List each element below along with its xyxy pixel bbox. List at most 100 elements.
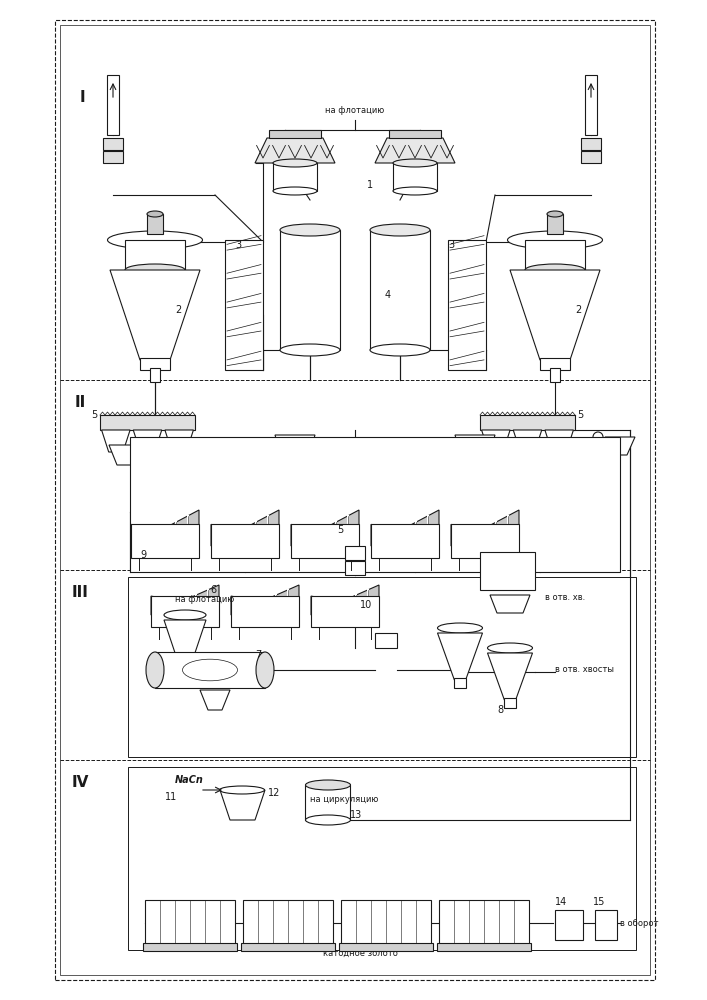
FancyBboxPatch shape xyxy=(128,767,636,950)
Polygon shape xyxy=(375,138,455,163)
Ellipse shape xyxy=(280,224,340,236)
Text: 5: 5 xyxy=(337,525,343,535)
Bar xyxy=(439,900,529,945)
Polygon shape xyxy=(371,510,439,546)
Polygon shape xyxy=(133,430,162,452)
Polygon shape xyxy=(220,790,265,820)
Ellipse shape xyxy=(393,187,437,195)
Text: в отв. хв.: в отв. хв. xyxy=(545,593,585,602)
Bar xyxy=(125,240,185,270)
Text: 5: 5 xyxy=(577,410,583,420)
Bar xyxy=(269,130,321,138)
Bar xyxy=(581,151,601,163)
Text: 7: 7 xyxy=(255,650,262,660)
Bar xyxy=(480,415,575,430)
Text: 3: 3 xyxy=(448,240,454,250)
Text: 8: 8 xyxy=(497,705,503,715)
Text: 4: 4 xyxy=(385,290,391,300)
Text: 2: 2 xyxy=(575,305,581,315)
Ellipse shape xyxy=(107,231,202,249)
Text: 12: 12 xyxy=(268,788,281,798)
Bar xyxy=(504,698,515,708)
Bar xyxy=(147,214,163,234)
Polygon shape xyxy=(109,445,141,465)
Ellipse shape xyxy=(256,652,274,688)
Text: на циркуляцию: на циркуляцию xyxy=(310,796,378,804)
Ellipse shape xyxy=(508,231,602,249)
Polygon shape xyxy=(379,515,411,540)
Text: на флотацию: на флотацию xyxy=(325,106,385,115)
Polygon shape xyxy=(545,430,573,452)
FancyBboxPatch shape xyxy=(55,20,655,980)
Ellipse shape xyxy=(488,643,532,653)
Ellipse shape xyxy=(280,344,340,356)
Bar xyxy=(231,596,299,627)
Ellipse shape xyxy=(164,610,206,620)
Polygon shape xyxy=(131,510,199,546)
Bar xyxy=(225,240,263,370)
Text: в отв. хвосты: в отв. хвосты xyxy=(555,666,614,674)
Bar xyxy=(195,485,295,500)
Bar xyxy=(305,785,350,820)
Text: II: II xyxy=(75,395,86,410)
Polygon shape xyxy=(489,445,521,465)
Polygon shape xyxy=(263,500,293,522)
Text: 11: 11 xyxy=(165,792,177,802)
Bar xyxy=(581,138,601,150)
Polygon shape xyxy=(455,435,495,455)
Polygon shape xyxy=(605,437,635,455)
Polygon shape xyxy=(275,435,315,455)
Bar xyxy=(311,596,379,627)
Polygon shape xyxy=(147,445,179,465)
Bar xyxy=(273,163,317,191)
Bar xyxy=(451,524,519,558)
Bar xyxy=(241,943,335,951)
Ellipse shape xyxy=(370,224,430,236)
Bar xyxy=(375,633,397,648)
Bar xyxy=(345,561,365,575)
Bar xyxy=(107,75,119,135)
Bar xyxy=(540,358,570,370)
Bar xyxy=(100,415,195,430)
Text: 1: 1 xyxy=(367,180,373,190)
Bar xyxy=(150,368,160,382)
Bar xyxy=(230,465,252,480)
Polygon shape xyxy=(110,270,200,360)
Text: 13: 13 xyxy=(350,810,362,820)
Polygon shape xyxy=(490,595,530,613)
Ellipse shape xyxy=(182,659,238,681)
Bar xyxy=(243,900,333,945)
Bar xyxy=(130,437,620,572)
Text: 15: 15 xyxy=(593,897,605,907)
Ellipse shape xyxy=(525,264,585,276)
Text: NaCn: NaCn xyxy=(175,775,204,785)
Bar xyxy=(291,524,359,558)
Ellipse shape xyxy=(547,211,563,217)
Text: I: I xyxy=(80,90,86,105)
Ellipse shape xyxy=(305,780,351,790)
Ellipse shape xyxy=(273,187,317,195)
Polygon shape xyxy=(400,500,430,522)
Polygon shape xyxy=(164,620,206,667)
Circle shape xyxy=(257,442,273,458)
Bar xyxy=(103,151,123,163)
Bar xyxy=(155,652,265,688)
Polygon shape xyxy=(513,430,542,452)
Polygon shape xyxy=(211,510,279,546)
Bar xyxy=(448,240,486,370)
Polygon shape xyxy=(433,500,463,522)
Text: 3: 3 xyxy=(235,240,241,250)
Bar xyxy=(345,546,365,560)
Bar xyxy=(140,358,170,370)
Bar xyxy=(555,910,583,940)
Bar xyxy=(145,900,235,945)
Polygon shape xyxy=(311,585,379,615)
Text: 2: 2 xyxy=(175,305,181,315)
Bar xyxy=(585,75,597,135)
Polygon shape xyxy=(165,430,194,452)
Polygon shape xyxy=(102,430,130,452)
Text: 5: 5 xyxy=(90,410,97,420)
Bar xyxy=(339,943,433,951)
Polygon shape xyxy=(417,515,449,540)
Text: 6: 6 xyxy=(210,585,216,595)
